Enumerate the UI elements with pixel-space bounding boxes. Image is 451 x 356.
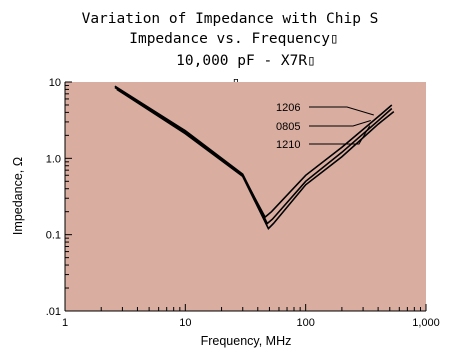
y-tick-label: 1.0	[46, 153, 61, 165]
x-tick-label: 100	[296, 317, 314, 329]
y-axis-label: Impedance, Ω	[11, 157, 25, 235]
y-ticks: .01 0.1 1.0 10	[46, 77, 72, 318]
y-tick-label: 0.1	[46, 230, 61, 242]
x-tick-label: 10	[179, 317, 191, 329]
series-label-1206: 1206	[276, 102, 300, 114]
plot-area	[65, 82, 426, 311]
x-tick-label: 1	[62, 317, 68, 329]
y-tick-label: .01	[46, 306, 61, 318]
leader-line-1210	[309, 125, 371, 145]
chart-title-line-1: Variation of Impedance with Chip S	[82, 11, 379, 27]
series-label-0805: 0805	[276, 121, 300, 133]
x-axis-label: Frequency, MHz	[201, 334, 292, 348]
series-labels: 1206 0805 1210	[276, 102, 374, 151]
leader-line-1206	[309, 106, 374, 116]
chart-title-line-2: Impedance vs. Frequency▯	[129, 31, 339, 47]
series-label-1210: 1210	[276, 139, 300, 151]
chart-title-line-3: 10,000 pF - X7R▯	[176, 53, 316, 69]
series-line-1206	[114, 86, 393, 219]
x-tick-label: 1,000	[412, 317, 440, 329]
y-tick-label: 10	[49, 77, 61, 89]
leader-line-0805	[309, 120, 371, 127]
x-ticks: 1 10 100 1,000	[62, 304, 440, 329]
series-line-1210	[116, 88, 395, 230]
